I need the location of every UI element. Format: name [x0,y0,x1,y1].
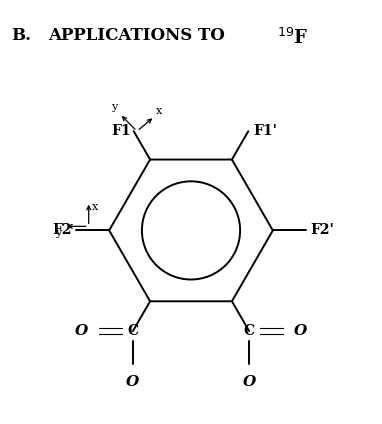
Text: y: y [111,102,117,112]
Text: $^{19}$F: $^{19}$F [277,28,308,47]
Text: F1': F1' [253,124,277,138]
Text: O: O [243,375,256,389]
Text: B.: B. [11,28,31,45]
Text: x: x [156,106,162,116]
Text: O: O [126,375,139,389]
Text: F1: F1 [111,124,130,138]
Text: C: C [127,324,138,338]
Text: O: O [294,324,308,338]
Text: C: C [244,324,255,338]
Text: O: O [74,324,88,338]
Text: F2': F2' [311,223,334,237]
Text: F2: F2 [52,223,71,237]
Text: APPLICATIONS TO: APPLICATIONS TO [48,28,225,45]
Text: y: y [55,228,61,238]
Text: x: x [92,202,98,212]
